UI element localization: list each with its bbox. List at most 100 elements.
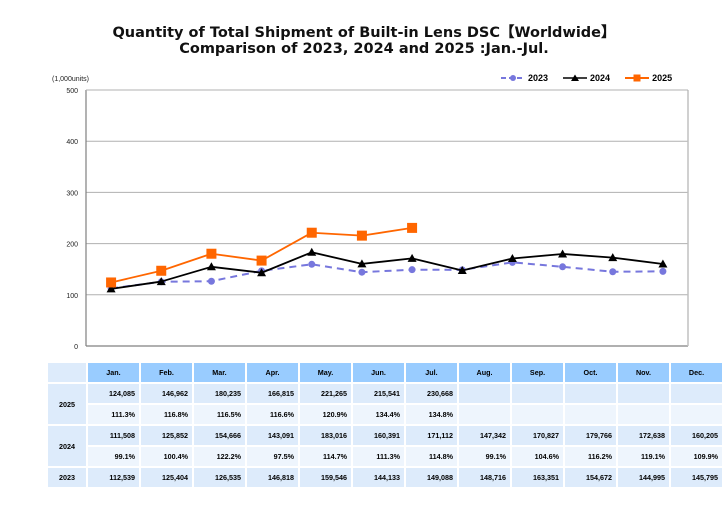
legend-label-2024: 2024	[590, 73, 611, 83]
table-cell-units	[459, 384, 510, 403]
legend-marker-2024	[563, 74, 588, 81]
legend-item-2025: 2025	[624, 73, 672, 83]
table-header-month: Aug.	[459, 363, 510, 382]
table-cell-ratio	[512, 405, 563, 424]
y-tick-label: 300	[66, 190, 78, 197]
table-cell-units: 146,962	[141, 384, 192, 403]
legend-item-2023: 2023	[500, 73, 548, 83]
data-point-2023-jun	[358, 268, 366, 276]
table-cell-ratio	[618, 405, 669, 424]
data-point-2023-mar	[207, 277, 215, 285]
table-header-month: Nov.	[618, 363, 669, 382]
series-line-2023	[110, 261, 663, 290]
table-header-month: Oct.	[565, 363, 616, 382]
table-cell-units: 147,342	[459, 426, 510, 445]
table-cell-units: 160,391	[353, 426, 404, 445]
data-point-2024-sep	[507, 254, 517, 263]
table-cell-ratio: 104.6%	[512, 447, 563, 466]
data-point-2024-mar	[206, 262, 216, 271]
data-point-2025-mar	[206, 248, 217, 259]
legend: 2023 2024 2025	[500, 73, 672, 83]
table-cell-units: 149,088	[406, 468, 457, 487]
table-cell-ratio: 120.9%	[300, 405, 351, 424]
chart-subtitle: Comparison of 2023, 2024 and 2025 :Jan.-…	[179, 41, 549, 57]
table-cell-ratio	[565, 405, 616, 424]
table-cell-ratio: 116.2%	[565, 447, 616, 466]
table-header-corner	[48, 363, 86, 382]
table-cell-ratio: 134.4%	[353, 405, 404, 424]
legend-marker-2025	[625, 74, 650, 82]
data-point-2025-apr	[256, 255, 267, 266]
data-point-2024-jun	[357, 259, 367, 268]
table-cell-units: 124,085	[88, 384, 139, 403]
table-header-row: Jan. Feb. Mar. Apr. May. Jun. Jul. Aug. Sep. Oct.…	[48, 363, 722, 382]
data-point-2025-jun	[356, 230, 367, 241]
table-row-ratio-2025: 111.3% 116.8% 116.5% 116.6% 120.9% 134.4% 134.…	[48, 405, 722, 424]
table-header-month: Mar.	[194, 363, 245, 382]
table-cell-ratio: 99.1%	[459, 447, 510, 466]
table-cell-ratio: 116.8%	[141, 405, 192, 424]
data-point-2024-apr	[257, 268, 267, 277]
table-cell-units: 163,351	[512, 468, 563, 487]
table-cell-units	[565, 384, 616, 403]
table-cell-ratio: 109.9%	[671, 447, 722, 466]
legend-item-2024: 2024	[562, 73, 610, 83]
table-cell-units: 111,508	[88, 426, 139, 445]
data-point-2025-may	[306, 227, 317, 238]
table-cell-units: 144,133	[353, 468, 404, 487]
table-cell-units	[671, 384, 722, 403]
table-header-month: Jun.	[353, 363, 404, 382]
table-cell-units: 154,666	[194, 426, 245, 445]
table-row-units-2024: 2024 111,508 125,852 154,666 143,091 183,016 1…	[48, 426, 722, 466]
data-point-2023-oct	[559, 263, 567, 271]
data-point-2024-jul	[407, 253, 417, 262]
legend-label-2023: 2023	[528, 73, 549, 83]
table-cell-units: 179,766	[565, 426, 616, 445]
y-tick-label: 0	[74, 344, 78, 351]
data-point-2023-may	[308, 260, 316, 268]
table-cell-units	[618, 384, 669, 403]
table-row-year: 2023	[48, 468, 86, 487]
table-header-month: Jan.	[88, 363, 139, 382]
series-line-2024	[110, 251, 664, 290]
table-cell-ratio: 114.7%	[300, 447, 351, 466]
data-point-2024-may	[307, 247, 317, 256]
table-cell-ratio: 111.3%	[353, 447, 404, 466]
legend-label-2025: 2025	[652, 73, 673, 83]
table-cell-units: 146,818	[247, 468, 298, 487]
data-point-2024-aug	[457, 266, 467, 275]
y-tick-label: 200	[66, 242, 78, 249]
table-header-month: Sep.	[512, 363, 563, 382]
table-cell-ratio: 111.3%	[88, 405, 139, 424]
table-row-year: 2024	[48, 426, 86, 466]
table-cell-ratio: 97.5%	[247, 447, 298, 466]
table-cell-units: 166,815	[247, 384, 298, 403]
table-row-ratio-2024: 99.1% 100.4% 122.2% 97.5% 114.7% 111.3% 114.8%…	[48, 447, 722, 466]
table-cell-units	[512, 384, 563, 403]
table-cell-ratio	[671, 405, 722, 424]
table-cell-units: 180,235	[194, 384, 245, 403]
y-axis-unit-label: (1,000units)	[52, 76, 89, 83]
legend-marker-2023	[501, 75, 525, 81]
table-cell-ratio	[459, 405, 510, 424]
y-tick-label: 400	[66, 139, 78, 146]
table-cell-ratio: 114.8%	[406, 447, 457, 466]
table-cell-ratio: 122.2%	[194, 447, 245, 466]
table-cell-ratio: 116.5%	[194, 405, 245, 424]
table-cell-units: 145,795	[671, 468, 722, 487]
table-cell-ratio: 99.1%	[88, 447, 139, 466]
table-header-month: Feb.	[141, 363, 192, 382]
chart-title: Quantity of Total Shipment of Built-in L…	[112, 25, 616, 41]
data-point-2024-oct	[558, 249, 568, 258]
table-header-month: Dec.	[671, 363, 722, 382]
table-cell-units: 221,265	[300, 384, 351, 403]
table-cell-units: 125,852	[141, 426, 192, 445]
table-cell-units: 126,535	[194, 468, 245, 487]
table-cell-units: 172,638	[618, 426, 669, 445]
table-cell-units: 215,541	[353, 384, 404, 403]
table-header-month: Apr.	[247, 363, 298, 382]
table-cell-ratio: 119.1%	[618, 447, 669, 466]
table-cell-units: 112,539	[88, 468, 139, 487]
data-table: Jan. Feb. Mar. Apr. May. Jun. Jul. Aug. Sep. Oct.…	[46, 361, 724, 489]
table-cell-ratio: 116.6%	[247, 405, 298, 424]
